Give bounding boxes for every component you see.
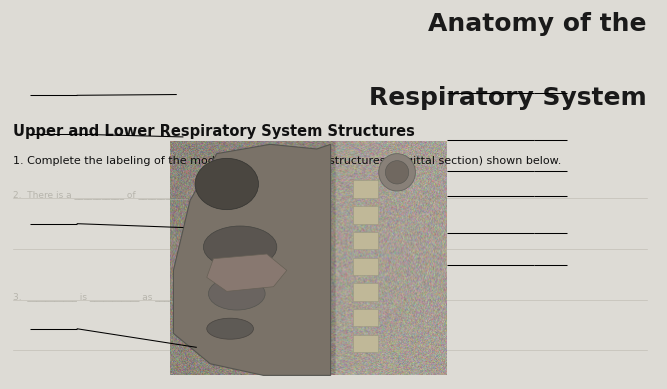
- Text: 2.  There is a ___________ of ___________ that ___________ the ___________: 2. There is a ___________ of ___________…: [13, 191, 332, 200]
- Ellipse shape: [379, 154, 416, 191]
- FancyBboxPatch shape: [353, 258, 378, 275]
- Ellipse shape: [386, 161, 409, 184]
- Polygon shape: [207, 254, 287, 291]
- Text: Anatomy of the: Anatomy of the: [428, 12, 647, 36]
- Polygon shape: [173, 144, 331, 375]
- Ellipse shape: [203, 226, 277, 268]
- FancyBboxPatch shape: [353, 309, 378, 326]
- Ellipse shape: [195, 158, 259, 210]
- Ellipse shape: [208, 277, 265, 310]
- Text: 3.  ___________ is ___________ as ___________ of ___________: 3. ___________ is ___________ as _______…: [13, 292, 269, 301]
- FancyBboxPatch shape: [353, 206, 378, 224]
- Text: 1. Complete the labeling of the model of the respiratory structures (sagittal se: 1. Complete the labeling of the model of…: [13, 156, 562, 166]
- FancyBboxPatch shape: [353, 232, 378, 249]
- Text: Upper and Lower Respiratory System Structures: Upper and Lower Respiratory System Struc…: [13, 124, 416, 140]
- FancyBboxPatch shape: [353, 335, 378, 352]
- FancyBboxPatch shape: [353, 180, 378, 198]
- FancyBboxPatch shape: [353, 283, 378, 301]
- Ellipse shape: [207, 318, 253, 339]
- Text: Respiratory System: Respiratory System: [370, 86, 647, 110]
